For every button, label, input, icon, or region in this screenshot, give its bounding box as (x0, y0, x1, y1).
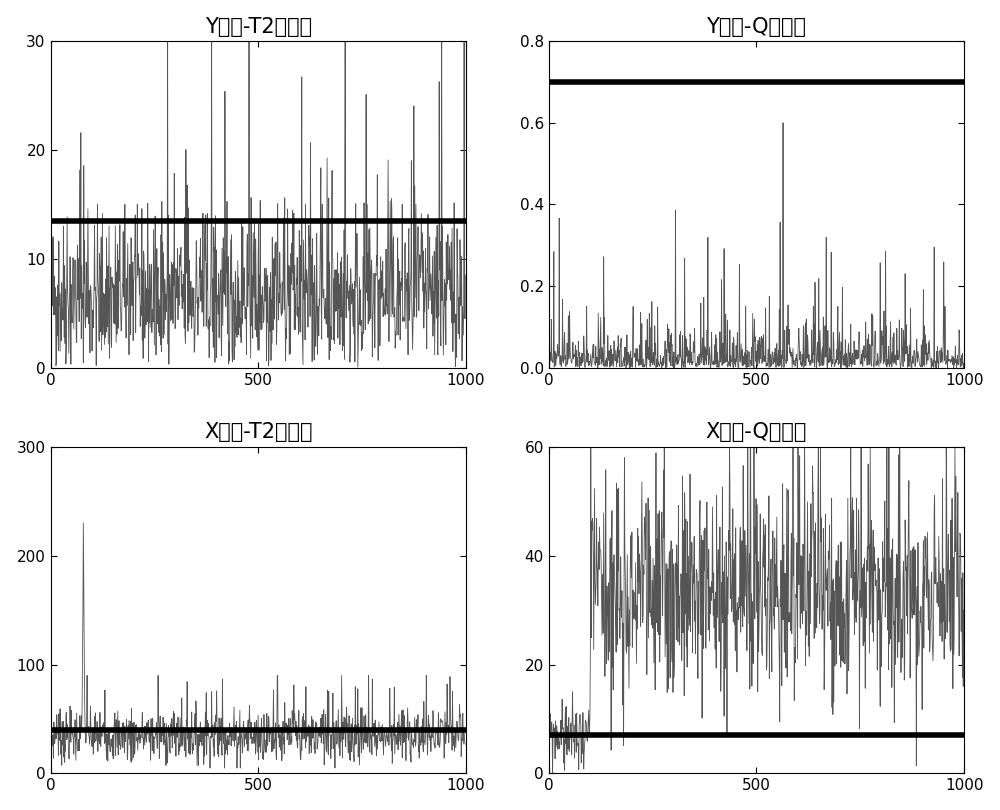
Title: X残差-Q统计量: X残差-Q统计量 (706, 422, 807, 442)
Title: Y预测-T2统计量: Y预测-T2统计量 (205, 17, 312, 36)
Title: Y预测-Q统计量: Y预测-Q统计量 (706, 17, 806, 36)
Title: X残差-T2统计量: X残差-T2统计量 (204, 422, 312, 442)
